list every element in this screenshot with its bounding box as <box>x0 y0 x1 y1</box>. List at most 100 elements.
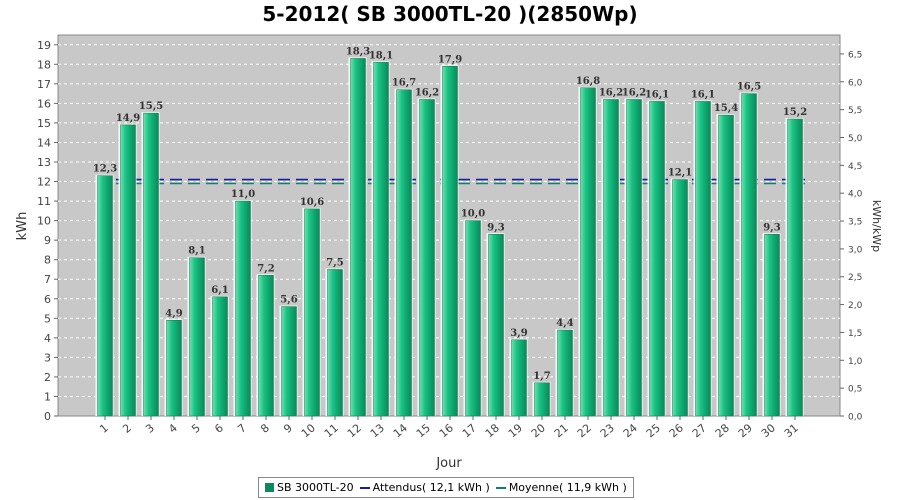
data-label: 16,7 <box>392 78 416 89</box>
y-tick-label: 17 <box>37 78 51 91</box>
bar <box>281 306 297 417</box>
x-tick-label: 2 <box>120 421 134 435</box>
y2-tick-label: 2,0 <box>848 301 863 311</box>
data-label: 8,1 <box>188 246 205 257</box>
bar <box>166 320 182 417</box>
y-tick-label: 13 <box>37 156 51 169</box>
bar <box>419 99 435 417</box>
data-label: 14,9 <box>116 113 140 124</box>
x-tick-label: 23 <box>598 421 617 440</box>
bar <box>695 101 711 417</box>
bar <box>304 208 320 417</box>
y-tick-label: 6 <box>44 293 51 306</box>
data-label: 17,9 <box>438 54 462 65</box>
bar <box>672 179 688 417</box>
x-tick-label: 7 <box>235 421 249 435</box>
data-label: 16,1 <box>691 89 715 100</box>
bar <box>442 66 458 417</box>
data-label: 16,5 <box>737 82 761 93</box>
x-tick-label: 3 <box>143 421 157 435</box>
x-tick-label: 26 <box>667 421 686 440</box>
data-label: 16,8 <box>576 76 600 87</box>
y-tick-label: 0 <box>44 410 51 423</box>
x-tick-label: 13 <box>368 421 387 440</box>
bar <box>649 101 665 417</box>
bar <box>235 200 251 417</box>
legend-item-expected: Attendus( 12,1 kWh ) <box>359 481 490 494</box>
x-tick-label: 22 <box>575 421 594 440</box>
y2-tick-label: 5,0 <box>848 134 863 144</box>
bar <box>350 58 366 417</box>
y-tick-label: 7 <box>44 273 51 286</box>
x-tick-label: 17 <box>460 421 479 440</box>
x-tick-label: 20 <box>529 421 548 440</box>
data-label: 4,9 <box>165 308 182 319</box>
legend-swatch-average <box>495 486 506 489</box>
y2-tick-label: 4,0 <box>848 190 863 200</box>
legend-label-average: Moyenne( 11,9 kWh ) <box>508 481 627 494</box>
y-tick-label: 19 <box>37 39 51 52</box>
data-label: 16,2 <box>415 87 439 98</box>
y2-tick-label: 2,5 <box>848 273 862 283</box>
bar <box>534 382 550 417</box>
data-label: 16,2 <box>599 87 623 98</box>
x-tick-label: 16 <box>437 421 456 440</box>
data-label: 10,0 <box>461 209 485 220</box>
legend-label-expected: Attendus( 12,1 kWh ) <box>372 481 490 494</box>
data-label: 16,1 <box>645 89 669 100</box>
bar <box>143 112 159 417</box>
y2-axis-label: kWh/kWp <box>870 200 883 252</box>
x-tick-label: 31 <box>782 421 801 440</box>
data-label: 6,1 <box>211 285 228 296</box>
y-tick-label: 5 <box>44 312 51 325</box>
legend-item-average: Moyenne( 11,9 kWh ) <box>495 481 627 494</box>
x-tick-label: 5 <box>189 421 203 435</box>
y2-tick-label: 4,5 <box>848 162 862 172</box>
bar <box>557 329 573 417</box>
bar <box>580 87 596 417</box>
legend-item-series: SB 3000TL-20 <box>265 481 354 494</box>
x-tick-label: 15 <box>414 421 433 440</box>
data-label: 16,2 <box>622 87 646 98</box>
x-tick-label: 12 <box>345 421 364 440</box>
data-label: 3,9 <box>510 328 527 339</box>
x-tick-label: 29 <box>736 421 755 440</box>
legend: SB 3000TL-20 Attendus( 12,1 kWh ) Moyenn… <box>258 477 634 498</box>
y-tick-label: 15 <box>37 117 51 130</box>
bar <box>741 93 757 417</box>
data-label: 7,5 <box>326 257 343 268</box>
bar <box>718 114 734 417</box>
chart-title: 5-2012( SB 3000TL-20 )(2850Wp) <box>262 2 638 26</box>
data-label: 10,6 <box>300 197 324 208</box>
x-tick-label: 19 <box>506 421 525 440</box>
x-tick-label: 10 <box>299 421 318 440</box>
data-label: 15,5 <box>139 101 163 112</box>
bar <box>97 175 113 417</box>
x-tick-label: 4 <box>166 421 180 435</box>
bar <box>120 124 136 417</box>
data-label: 1,7 <box>533 371 550 382</box>
y2-tick-label: 3,0 <box>848 245 863 255</box>
y-tick-label: 8 <box>44 254 51 267</box>
y-tick-label: 2 <box>44 371 51 384</box>
legend-swatch-expected <box>359 486 370 489</box>
data-labels: 12,3 14,915,5 4,9 8,1 6,1 11,0 7,2 5,6 10,6 7,5 18… <box>93 46 807 381</box>
y-axis-label: kWh <box>15 212 30 241</box>
y-tick-label: 3 <box>44 351 51 364</box>
data-label: 18,3 <box>346 46 370 57</box>
y2-tick-label: 0,0 <box>848 413 863 423</box>
data-label: 9,3 <box>487 222 504 233</box>
y-tick-label: 1 <box>44 390 51 403</box>
legend-label-series: SB 3000TL-20 <box>277 481 354 494</box>
data-label: 15,4 <box>714 103 738 114</box>
y-tick-label: 10 <box>37 215 51 228</box>
data-label: 15,2 <box>783 107 807 118</box>
data-label: 12,1 <box>668 168 692 179</box>
y-tick-label: 4 <box>44 332 51 345</box>
bar <box>511 339 527 417</box>
y2-tick-label: 0,5 <box>848 385 862 395</box>
bar <box>327 269 343 417</box>
bar <box>258 275 274 417</box>
y-tick-label: 18 <box>37 58 51 71</box>
